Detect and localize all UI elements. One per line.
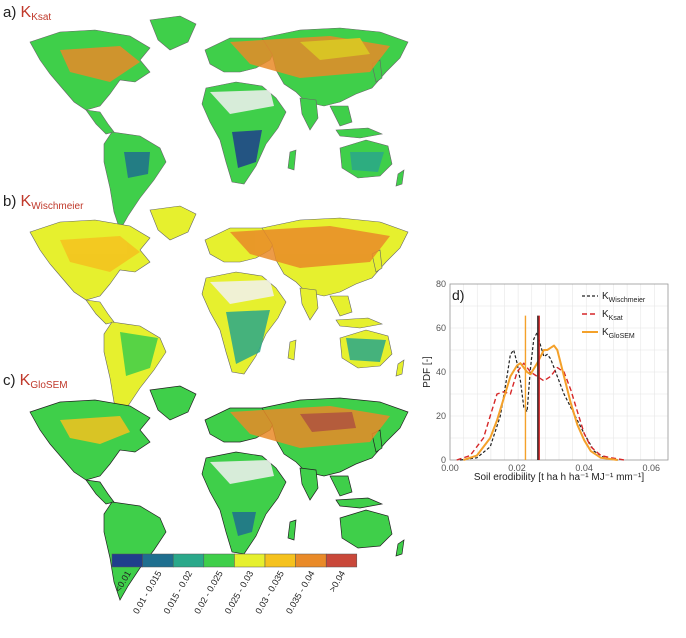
y-tick-label: 80: [436, 279, 446, 289]
legend-entry-ksat: KKsat: [602, 309, 623, 322]
panel-label-a: a) KKsat: [3, 4, 51, 23]
legend-entry-sub: GloSEM: [609, 333, 635, 340]
y-tick-label: 40: [436, 367, 446, 377]
legend-entry-wischmeier: KWischmeier: [602, 291, 646, 304]
y-tick-label: 0: [441, 455, 446, 465]
legend-entry-sub: Ksat: [609, 315, 623, 322]
tick-labels: 0.00 0.02 0.04 0.06 0 20 40 60 80: [436, 279, 660, 473]
mean-lines: [524, 315, 540, 460]
legend-swatches: [111, 553, 358, 568]
legend-swatch: [325, 553, 358, 568]
series-group: [456, 331, 625, 461]
panel-letter: c): [3, 372, 16, 389]
panel-k: K: [20, 4, 32, 21]
x-tick-label: 0.04: [575, 463, 593, 473]
panel-k: K: [19, 372, 31, 389]
y-axis-label: PDF [-]: [422, 356, 433, 388]
map-glosem: [29, 385, 409, 601]
map-ksat: [29, 15, 409, 231]
panel-label-d: d): [452, 287, 464, 303]
map-wischmeier: [29, 205, 409, 421]
panel-label-c: c) KGloSEM: [3, 372, 68, 391]
panel-letter: a): [3, 4, 17, 21]
panel-label-b: b) KWischmeier: [3, 193, 83, 212]
panel-k-sub: Ksat: [31, 12, 52, 23]
panel-k-sub: Wischmeier: [31, 201, 84, 212]
panel-k-sub: GloSEM: [30, 380, 68, 391]
y-tick-label: 60: [436, 323, 446, 333]
legend-entry-glosem: KGloSEM: [602, 327, 635, 340]
x-axis-label: Soil erodibility [t ha h ha⁻¹ MJ⁻¹ mm⁻¹]: [474, 472, 645, 483]
x-tick-label: 0.00: [441, 463, 459, 473]
pdf-legend: KWischmeier KKsat KGloSEM: [582, 291, 646, 340]
series-line-glosem: [463, 344, 618, 461]
plot-frame: [449, 283, 669, 461]
x-tick-label: 0.02: [508, 463, 526, 473]
panel-k: K: [20, 193, 32, 210]
x-tick-label: 0.06: [642, 463, 660, 473]
panel-letter: b): [3, 193, 17, 210]
legend-entry-sub: Wischmeier: [609, 297, 646, 304]
y-tick-label: 20: [436, 411, 446, 421]
grid: [449, 283, 669, 461]
series-line-ksat: [456, 362, 625, 461]
